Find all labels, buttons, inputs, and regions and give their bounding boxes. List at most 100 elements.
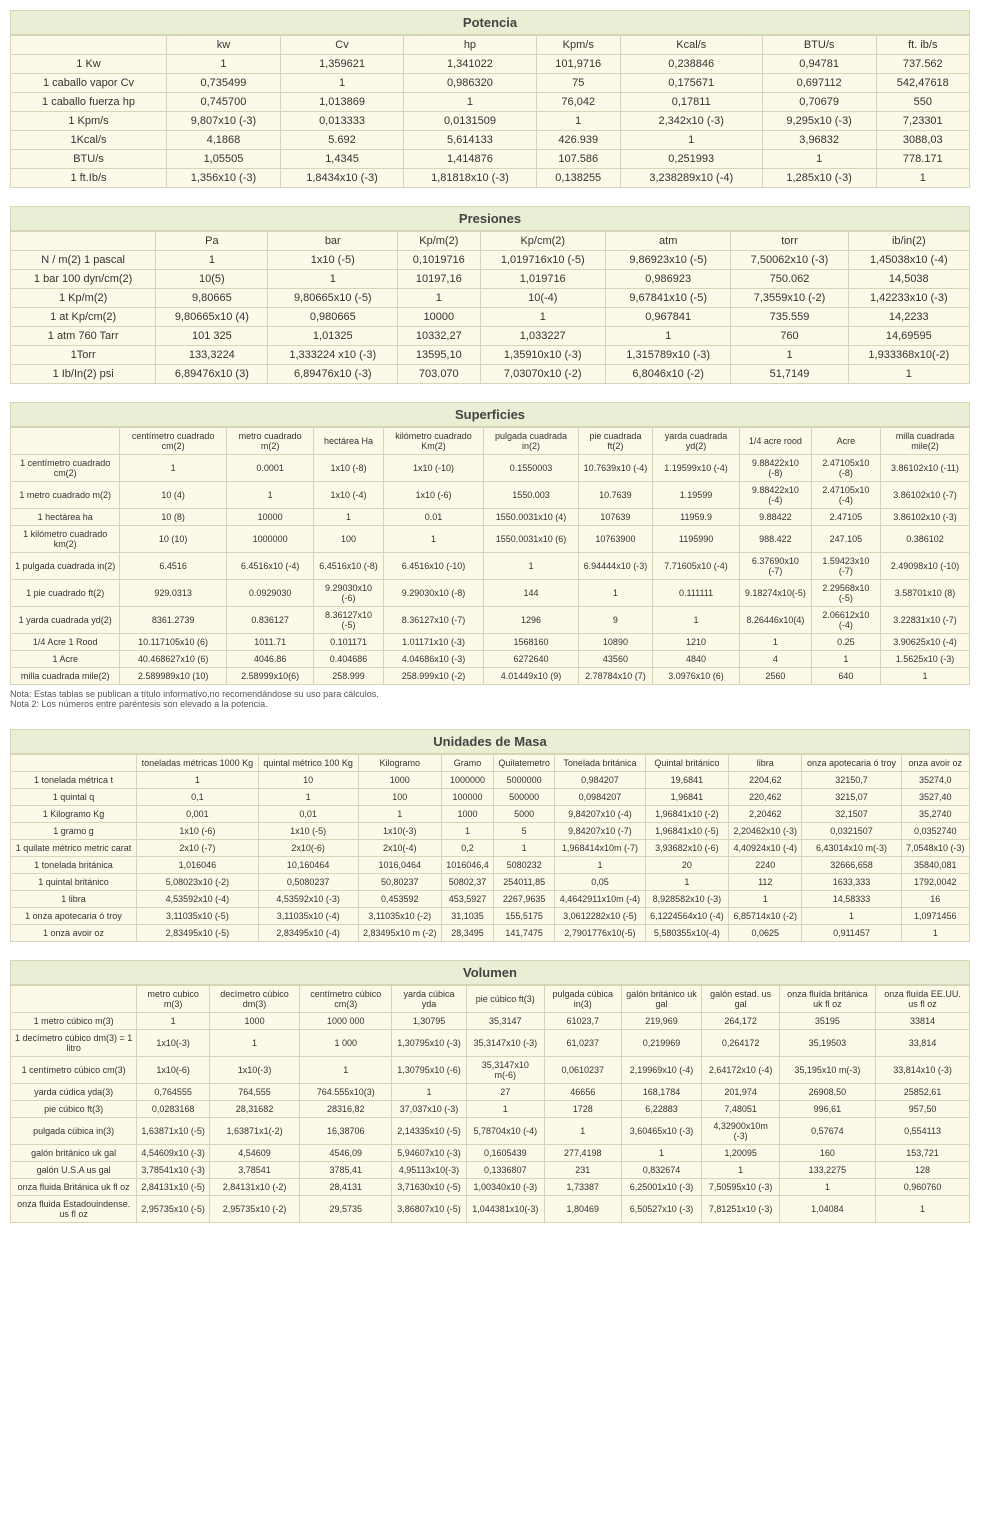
potencia-cell: 0,0131509: [404, 112, 537, 131]
volumen-cell: 2,19969x10 (-4): [621, 1057, 702, 1084]
masa-row: 1 quintal británico5,08023x10 (-2)0,5080…: [11, 874, 970, 891]
superficies-title: Superficies: [10, 402, 970, 427]
potencia-cell: 76,042: [536, 93, 620, 112]
volumen-cell: 0,554113: [876, 1118, 970, 1145]
presiones-cell: 1 Ib/In(2) psi: [11, 365, 156, 384]
masa-cell: 1: [258, 789, 358, 806]
volumen-col-9: onza fluída británica uk fl oz: [779, 986, 875, 1013]
superficies-cell: 6.4516x10 (-4): [226, 553, 314, 580]
volumen-cell: 26908,50: [779, 1084, 875, 1101]
masa-cell: 1: [645, 874, 728, 891]
potencia-row: BTU/s1,055051,43451,414876107.5860,25199…: [11, 150, 970, 169]
superficies-cell: 1: [120, 455, 226, 482]
superficies-cell: 1000000: [226, 526, 314, 553]
volumen-cell: 6,22883: [621, 1101, 702, 1118]
superficies-cell: 8.36127x10 (-5): [314, 607, 383, 634]
superficies-cell: 100: [314, 526, 383, 553]
potencia-col-7: ft. ib/s: [876, 36, 969, 55]
masa-cell: 155,5175: [494, 908, 555, 925]
superficies-col-3: hectárea Ha: [314, 428, 383, 455]
potencia-cell: 0,251993: [620, 150, 762, 169]
masa-cell: 6,1224564x10 (-4): [645, 908, 728, 925]
superficies-cell: 1: [811, 651, 880, 668]
masa-cell: 3,0612282x10 (-5): [555, 908, 645, 925]
superficies-cell: 1 metro cuadrado m(2): [11, 482, 120, 509]
potencia-cell: 3,238289x10 (-4): [620, 169, 762, 188]
superficies-cell: 8.36127x10 (-7): [383, 607, 484, 634]
masa-col-10: onza avoir oz: [901, 755, 969, 772]
superficies-cell: 1296: [484, 607, 578, 634]
masa-cell: 0,01: [258, 806, 358, 823]
volumen-cell: 1,20095: [702, 1145, 779, 1162]
masa-cell: 5,580355x10(-4): [645, 925, 728, 942]
masa-cell: 4,4642911x10m (-4): [555, 891, 645, 908]
potencia-cell: 1 caballo fuerza hp: [11, 93, 167, 112]
potencia-head: kwCvhpKpm/sKcal/sBTU/sft. ib/s: [11, 36, 970, 55]
volumen-cell: 957,50: [876, 1101, 970, 1118]
potencia-cell: 550: [876, 93, 969, 112]
superficies-col-0: [11, 428, 120, 455]
masa-cell: 500000: [494, 789, 555, 806]
potencia-row: 1Kcal/s4,18685.6925,614133426.93913,9683…: [11, 131, 970, 150]
masa-cell: 6,43014x10 m(-3): [802, 840, 901, 857]
presiones-col-3: Kp/m(2): [398, 232, 480, 251]
volumen-cell: 1,30795x10 (-3): [392, 1030, 466, 1057]
superficies-notes: Nota: Estas tablas se publican a título …: [10, 689, 970, 709]
superficies-cell: 1: [314, 509, 383, 526]
masa-col-2: quintal métrico 100 Kg: [258, 755, 358, 772]
volumen-cell: 1 centímetro cúbico cm(3): [11, 1057, 137, 1084]
masa-cell: 35,2740: [901, 806, 969, 823]
presiones-cell: 1 Kp/m(2): [11, 289, 156, 308]
superficies-cell: 2.589989x10 (10): [120, 668, 226, 685]
superficies-cell: 40.468627x10 (6): [120, 651, 226, 668]
superficies-cell: 1.19599x10 (-4): [653, 455, 740, 482]
presiones-row: 1 Ib/In(2) psi6,89476x10 (3)6,89476x10 (…: [11, 365, 970, 384]
superficies-cell: 0.836127: [226, 607, 314, 634]
masa-cell: 2240: [729, 857, 802, 874]
presiones-table: Presiones PabarKp/m(2)Kp/cm(2)atmtorrib/…: [10, 206, 970, 384]
volumen-cell: 29,5735: [300, 1196, 392, 1223]
masa-cell: 5000000: [494, 772, 555, 789]
superficies-row: 1 centímetro cuadrado cm(2)10.00011x10 (…: [11, 455, 970, 482]
volumen-row: 1 centímetro cúbico cm(3)1x10(-6)1x10(-3…: [11, 1057, 970, 1084]
superficies-row: 1 hectárea ha10 (8)1000010.011550.0031x1…: [11, 509, 970, 526]
volumen-col-2: decímetro cúbico dm(3): [209, 986, 299, 1013]
potencia-row: 1 ft.Ib/s1,356x10 (-3)1,8434x10 (-3)1,81…: [11, 169, 970, 188]
volumen-title: Volumen: [10, 960, 970, 985]
volumen-cell: 5,94607x10 (-3): [392, 1145, 466, 1162]
presiones-cell: 1: [398, 289, 480, 308]
volumen-cell: 7,50595x10 (-3): [702, 1179, 779, 1196]
superficies-cell: 1: [739, 634, 811, 651]
volumen-row: pie cúbico ft(3)0,028316828,3168228316,8…: [11, 1101, 970, 1118]
masa-cell: 28,3495: [441, 925, 493, 942]
volumen-col-4: yarda cúbica yda: [392, 986, 466, 1013]
volumen-cell: 1000 000: [300, 1013, 392, 1030]
volumen-cell: 201,974: [702, 1084, 779, 1101]
masa-cell: 0,0984207: [555, 789, 645, 806]
presiones-cell: 0,986923: [605, 270, 730, 289]
presiones-cell: 1,35910x10 (-3): [480, 346, 605, 365]
note-1: Nota: Estas tablas se publican a título …: [10, 689, 970, 699]
masa-cell: 254011,85: [494, 874, 555, 891]
presiones-cell: 1,033227: [480, 327, 605, 346]
potencia-cell: 0,70679: [762, 93, 876, 112]
presiones-cell: 10332,27: [398, 327, 480, 346]
superficies-row: 1 metro cuadrado m(2)10 (4)11x10 (-4)1x1…: [11, 482, 970, 509]
presiones-col-7: ib/in(2): [848, 232, 969, 251]
superficies-cell: 10000: [226, 509, 314, 526]
superficies-cell: 1011.71: [226, 634, 314, 651]
masa-cell: 0,1: [136, 789, 258, 806]
potencia-col-6: BTU/s: [762, 36, 876, 55]
potencia-col-0: [11, 36, 167, 55]
presiones-cell: 1,333224 x10 (-3): [268, 346, 398, 365]
volumen-cell: 0,1605439: [466, 1145, 544, 1162]
masa-cell: 1: [358, 806, 441, 823]
volumen-cell: 0,764555: [137, 1084, 210, 1101]
volumen-row: yarda cúdica yda(3)0,764555764,555764.55…: [11, 1084, 970, 1101]
potencia-col-2: Cv: [280, 36, 403, 55]
presiones-cell: 9,80665x10 (4): [156, 308, 268, 327]
volumen-row: galón U.S.A us gal3,78541x10 (-3)3,78541…: [11, 1162, 970, 1179]
volumen-cell: 1,30795: [392, 1013, 466, 1030]
masa-row: 1 gramo g1x10 (-6)1x10 (-5)1x10(-3)159,8…: [11, 823, 970, 840]
masa-cell: 1 onza apotecaria ó troy: [11, 908, 137, 925]
